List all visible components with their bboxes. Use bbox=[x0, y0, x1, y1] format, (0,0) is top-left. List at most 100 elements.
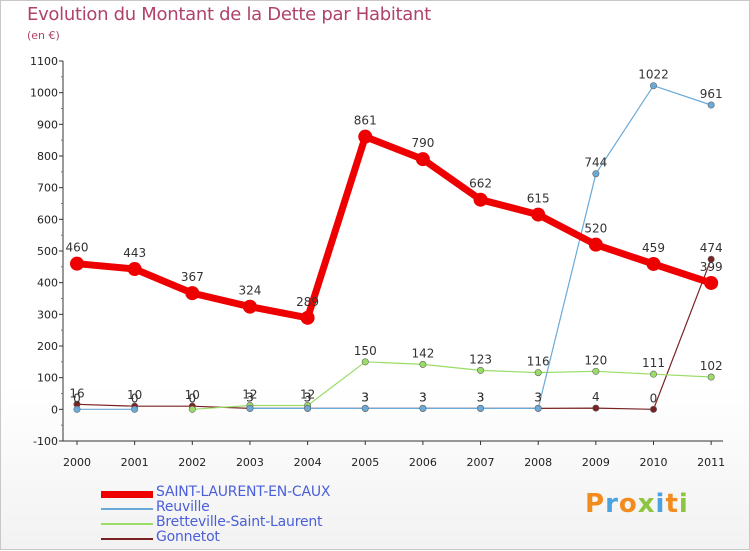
data-label-bretteville-saint-laurent: 120 bbox=[584, 353, 607, 367]
data-label-bretteville-saint-laurent: 12 bbox=[242, 388, 257, 402]
data-point-saint-laurent-en-caux bbox=[646, 256, 661, 271]
x-tick-label: 2003 bbox=[236, 456, 264, 469]
data-label-saint-laurent-en-caux: 399 bbox=[700, 260, 723, 274]
data-label-saint-laurent-en-caux: 289 bbox=[296, 295, 319, 309]
data-point-saint-laurent-en-caux bbox=[588, 237, 603, 252]
y-tick-label: 900 bbox=[37, 118, 58, 131]
data-label-saint-laurent-en-caux: 861 bbox=[354, 114, 377, 128]
legend-label: Bretteville-Saint-Laurent bbox=[156, 514, 323, 530]
data-point-saint-laurent-en-caux bbox=[127, 262, 142, 277]
data-label-reuville: 1022 bbox=[638, 68, 669, 82]
data-label-saint-laurent-en-caux: 615 bbox=[527, 192, 550, 206]
y-tick-label: -100 bbox=[33, 435, 58, 448]
data-point-reuville bbox=[73, 405, 81, 413]
data-label-reuville: 961 bbox=[700, 87, 723, 101]
legend-swatch bbox=[101, 490, 153, 498]
data-point-saint-laurent-en-caux bbox=[704, 275, 719, 290]
data-label-bretteville-saint-laurent: 0 bbox=[188, 391, 196, 405]
series-line-bretteville-saint-laurent bbox=[191, 361, 712, 410]
data-label-gonnetot: 3 bbox=[477, 390, 485, 404]
data-label-saint-laurent-en-caux: 459 bbox=[642, 241, 665, 255]
logo-letter: i bbox=[655, 489, 666, 519]
y-tick-label: 600 bbox=[37, 213, 58, 226]
y-tick-label: 700 bbox=[37, 182, 58, 195]
data-label-reuville: 3 bbox=[246, 390, 254, 404]
data-label-gonnetot: 0 bbox=[650, 391, 658, 405]
data-point-bretteville-saint-laurent bbox=[707, 373, 715, 381]
logo-letter: i bbox=[678, 489, 689, 519]
data-label-bretteville-saint-laurent: 123 bbox=[469, 352, 492, 366]
data-label-gonnetot: 3 bbox=[246, 390, 254, 404]
data-point-reuville bbox=[131, 405, 139, 413]
logo-letter: P bbox=[585, 489, 606, 519]
data-point-saint-laurent-en-caux bbox=[415, 152, 430, 167]
data-label-gonnetot: 16 bbox=[69, 386, 84, 400]
y-tick-label: 1100 bbox=[30, 55, 58, 68]
data-label-bretteville-saint-laurent: 116 bbox=[527, 355, 550, 369]
chart-subtitle: (en €) bbox=[27, 29, 60, 42]
x-tick-label: 2006 bbox=[409, 456, 437, 469]
data-point-bretteville-saint-laurent bbox=[477, 366, 485, 374]
y-tick-label: 300 bbox=[37, 308, 58, 321]
data-label-reuville: 3 bbox=[361, 390, 369, 404]
data-point-saint-laurent-en-caux bbox=[531, 207, 546, 222]
data-point-reuville bbox=[361, 404, 369, 412]
data-label-bretteville-saint-laurent: 111 bbox=[642, 356, 665, 370]
data-point-bretteville-saint-laurent bbox=[534, 369, 542, 377]
data-point-bretteville-saint-laurent bbox=[419, 360, 427, 368]
legend-label: Gonnetot bbox=[156, 529, 220, 545]
series-line-saint-laurent-en-caux bbox=[73, 133, 715, 322]
legend-swatch bbox=[101, 523, 153, 525]
data-label-reuville: 0 bbox=[73, 391, 81, 405]
data-point-reuville bbox=[649, 82, 657, 90]
data-point-bretteville-saint-laurent bbox=[361, 358, 369, 366]
data-point-bretteville-saint-laurent bbox=[649, 370, 657, 378]
data-point-gonnetot bbox=[649, 405, 657, 413]
data-label-saint-laurent-en-caux: 520 bbox=[584, 222, 607, 236]
data-point-reuville bbox=[707, 101, 715, 109]
data-label-reuville: 3 bbox=[304, 390, 312, 404]
data-point-gonnetot bbox=[592, 404, 600, 412]
data-point-saint-laurent-en-caux bbox=[185, 286, 200, 301]
x-tick-label: 2010 bbox=[640, 456, 668, 469]
x-tick-label: 2002 bbox=[178, 456, 206, 469]
x-tick-label: 2011 bbox=[697, 456, 725, 469]
data-label-bretteville-saint-laurent: 150 bbox=[354, 344, 377, 358]
data-label-saint-laurent-en-caux: 367 bbox=[181, 270, 204, 284]
data-point-reuville bbox=[419, 404, 427, 412]
data-label-reuville: 744 bbox=[584, 156, 607, 170]
legend-swatch bbox=[101, 538, 153, 540]
data-label-gonnetot: 3 bbox=[419, 390, 427, 404]
data-point-saint-laurent-en-caux bbox=[242, 299, 257, 314]
data-point-reuville bbox=[246, 404, 254, 412]
data-label-bretteville-saint-laurent: 102 bbox=[700, 359, 723, 373]
proxiti-logo: Proxiti bbox=[585, 489, 689, 519]
y-tick-label: 500 bbox=[37, 245, 58, 258]
x-tick-label: 2005 bbox=[351, 456, 379, 469]
data-point-reuville bbox=[304, 404, 312, 412]
data-label-bretteville-saint-laurent: 142 bbox=[411, 346, 434, 360]
data-point-saint-laurent-en-caux bbox=[358, 129, 373, 144]
data-point-gonnetot bbox=[707, 255, 715, 263]
data-label-gonnetot: 3 bbox=[361, 390, 369, 404]
x-tick-label: 2000 bbox=[63, 456, 91, 469]
x-tick-label: 2008 bbox=[524, 456, 552, 469]
data-label-gonnetot: 10 bbox=[127, 388, 142, 402]
logo-letter: t bbox=[665, 489, 679, 519]
data-label-saint-laurent-en-caux: 662 bbox=[469, 177, 492, 191]
data-point-reuville bbox=[477, 404, 485, 412]
data-label-gonnetot: 4 bbox=[592, 390, 600, 404]
series-line-reuville bbox=[76, 85, 712, 410]
data-label-saint-laurent-en-caux: 460 bbox=[66, 241, 89, 255]
y-tick-label: 400 bbox=[37, 277, 58, 290]
data-point-bretteville-saint-laurent bbox=[592, 367, 600, 375]
data-label-gonnetot: 3 bbox=[534, 390, 542, 404]
data-label-reuville: 3 bbox=[477, 390, 485, 404]
data-label-reuville: 0 bbox=[131, 391, 139, 405]
data-point-bretteville-saint-laurent bbox=[188, 405, 196, 413]
logo-letter: o bbox=[618, 489, 638, 519]
legend-swatch bbox=[101, 508, 153, 510]
data-point-saint-laurent-en-caux bbox=[473, 192, 488, 207]
